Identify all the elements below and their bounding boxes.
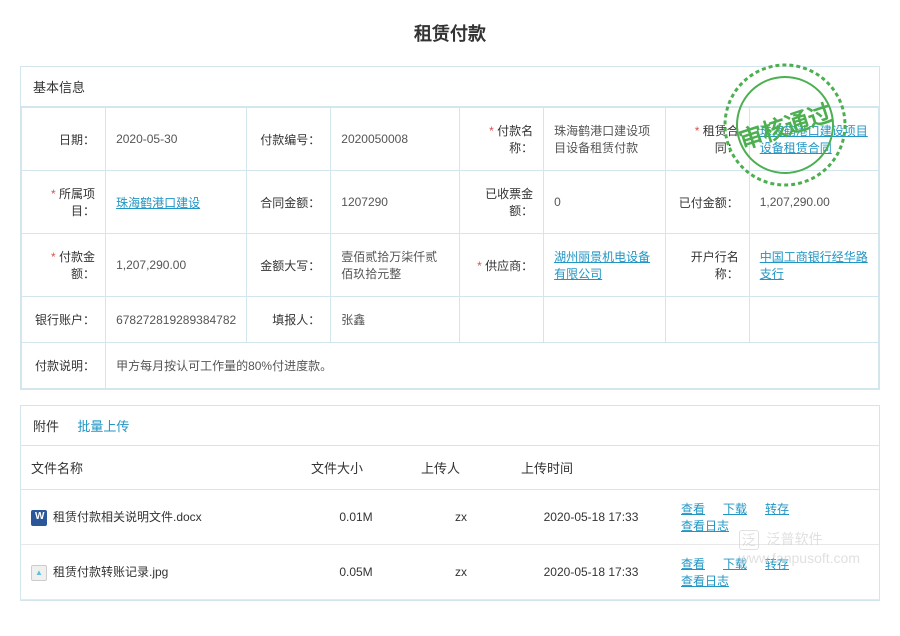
attachment-row: 租赁付款相关说明文件.docx 0.01Mzx2020-05-18 17:33 查看… [21, 490, 879, 545]
col-time: 上传时间 [511, 446, 671, 490]
field-label: 已收票金额： [460, 171, 544, 234]
field-value: 1,207,290.00 [749, 171, 878, 234]
file-size: 0.01M [301, 490, 411, 545]
attachments-table: 文件名称 文件大小 上传人 上传时间 租赁付款相关说明文件.docx 0.01Mz… [21, 446, 879, 600]
basic-info-table: 日期：2020-05-30付款编号：2020050008付款名称：珠海鹤港口建设… [21, 107, 879, 389]
field-label: 供应商： [460, 234, 544, 297]
page-title: 租赁付款 [20, 20, 880, 46]
field-value: 珠海鹤港口建设 [106, 171, 247, 234]
field-value: 2020050008 [331, 108, 460, 171]
col-size: 文件大小 [301, 446, 411, 490]
file-uploader: zx [411, 490, 511, 545]
field-value: 0 [544, 171, 666, 234]
field-label: 银行账户： [22, 297, 106, 343]
field-label: 日期： [22, 108, 106, 171]
field-value: 珠海鹤港口建设项目设备租赁合同 [749, 108, 878, 171]
jpg-file-icon [31, 565, 47, 581]
value-link[interactable]: 珠海鹤港口建设 [116, 196, 200, 210]
field-label: 租赁合同： [665, 108, 749, 171]
field-label [665, 297, 749, 343]
log-link[interactable]: 查看日志 [681, 519, 729, 533]
col-filename: 文件名称 [21, 446, 301, 490]
docx-file-icon [31, 510, 47, 526]
transfer-link[interactable]: 转存 [765, 502, 789, 516]
field-value: 1,207,290.00 [106, 234, 247, 297]
field-label: 付款名称： [460, 108, 544, 171]
field-value: 1207290 [331, 171, 460, 234]
field-value: 2020-05-30 [106, 108, 247, 171]
field-label: 已付金额： [665, 171, 749, 234]
field-label: 所属项目： [22, 171, 106, 234]
field-value: 壹佰贰拾万柒仟贰佰玖拾元整 [331, 234, 460, 297]
field-value: 张鑫 [331, 297, 460, 343]
attachment-row: 租赁付款转账记录.jpg 0.05Mzx2020-05-18 17:33 查看 下载 转… [21, 545, 879, 600]
col-uploader: 上传人 [411, 446, 511, 490]
description-label: 付款说明： [22, 343, 106, 389]
log-link[interactable]: 查看日志 [681, 574, 729, 588]
field-label: 付款编号： [247, 108, 331, 171]
field-value: 中国工商银行经华路支行 [749, 234, 878, 297]
field-label: 合同金额： [247, 171, 331, 234]
attachments-header: 附件 批量上传 [21, 406, 879, 446]
file-time: 2020-05-18 17:33 [511, 545, 671, 600]
view-link[interactable]: 查看 [681, 502, 705, 516]
attachments-title: 附件 [33, 416, 59, 435]
field-value: 湖州丽景机电设备有限公司 [544, 234, 666, 297]
download-link[interactable]: 下载 [723, 557, 747, 571]
file-time: 2020-05-18 17:33 [511, 490, 671, 545]
value-link[interactable]: 中国工商银行经华路支行 [760, 250, 868, 281]
value-link[interactable]: 湖州丽景机电设备有限公司 [554, 250, 650, 281]
file-name: 租赁付款相关说明文件.docx [53, 510, 202, 524]
basic-info-section: 基本信息 日期：2020-05-30付款编号：2020050008付款名称：珠海… [20, 66, 880, 390]
field-value [544, 297, 666, 343]
field-label: 付款金额： [22, 234, 106, 297]
file-uploader: zx [411, 545, 511, 600]
field-label [460, 297, 544, 343]
download-link[interactable]: 下载 [723, 502, 747, 516]
field-label: 填报人： [247, 297, 331, 343]
field-value [749, 297, 878, 343]
view-link[interactable]: 查看 [681, 557, 705, 571]
file-size: 0.05M [301, 545, 411, 600]
basic-info-header: 基本信息 [21, 67, 879, 107]
field-value: 珠海鹤港口建设项目设备租赁付款 [544, 108, 666, 171]
description-value: 甲方每月按认可工作量的80%付进度款。 [106, 343, 879, 389]
batch-upload-link[interactable]: 批量上传 [77, 419, 129, 434]
field-value: 678272819289384782 [106, 297, 247, 343]
transfer-link[interactable]: 转存 [765, 557, 789, 571]
value-link[interactable]: 珠海鹤港口建设项目设备租赁合同 [760, 124, 868, 155]
attachments-section: 附件 批量上传 文件名称 文件大小 上传人 上传时间 租赁付款相关说明文件.do… [20, 405, 880, 601]
field-label: 开户行名称： [665, 234, 749, 297]
col-actions [671, 446, 879, 490]
field-label: 金额大写： [247, 234, 331, 297]
file-name: 租赁付款转账记录.jpg [53, 565, 168, 579]
